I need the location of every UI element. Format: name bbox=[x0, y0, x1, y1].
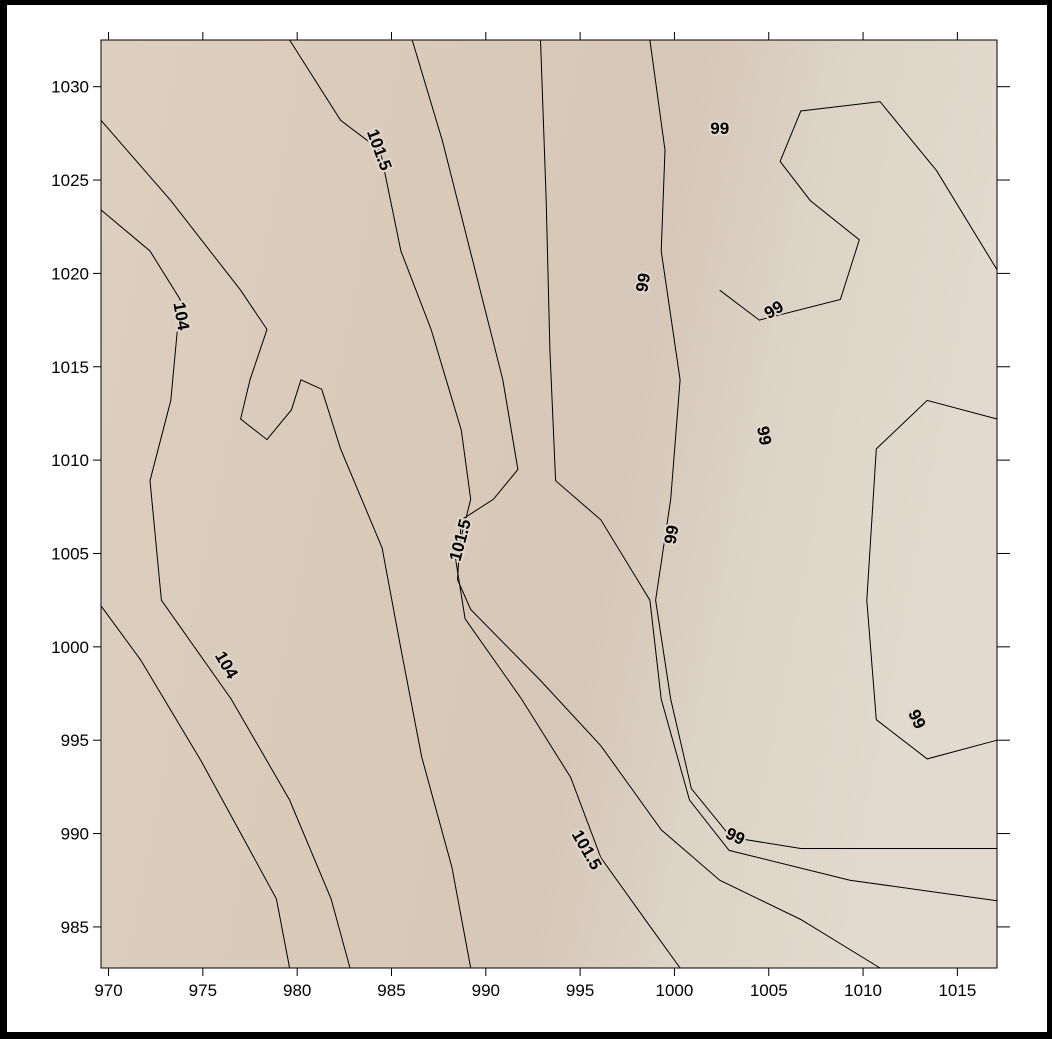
x-tick-label: 980 bbox=[283, 981, 311, 1000]
contour-label: 99 bbox=[661, 524, 683, 546]
contour-label: 99 bbox=[710, 119, 729, 138]
y-tick-label: 995 bbox=[61, 731, 89, 750]
y-tick-label: 1010 bbox=[51, 451, 89, 470]
x-tick-label: 1000 bbox=[656, 981, 694, 1000]
y-tick-label: 985 bbox=[61, 918, 89, 937]
y-tick-label: 1025 bbox=[51, 171, 89, 190]
chart: 104104101.5101.5101.59999999999999997097… bbox=[0, 0, 1052, 1039]
x-tick-label: 990 bbox=[472, 981, 500, 1000]
y-tick-label: 1000 bbox=[51, 638, 89, 657]
contour-label: 99 bbox=[632, 272, 654, 294]
x-tick-label: 985 bbox=[377, 981, 405, 1000]
x-tick-label: 1010 bbox=[844, 981, 882, 1000]
x-tick-label: 1015 bbox=[938, 981, 976, 1000]
x-tick-label: 975 bbox=[189, 981, 217, 1000]
y-tick-label: 1005 bbox=[51, 544, 89, 563]
contour-label: 99 bbox=[753, 425, 775, 447]
y-tick-label: 1015 bbox=[51, 358, 89, 377]
y-tick-label: 1020 bbox=[51, 264, 89, 283]
y-tick-label: 1030 bbox=[51, 78, 89, 97]
y-tick-label: 990 bbox=[61, 825, 89, 844]
x-tick-label: 970 bbox=[94, 981, 122, 1000]
x-tick-label: 995 bbox=[566, 981, 594, 1000]
x-tick-label: 1005 bbox=[750, 981, 788, 1000]
background bbox=[101, 40, 997, 968]
